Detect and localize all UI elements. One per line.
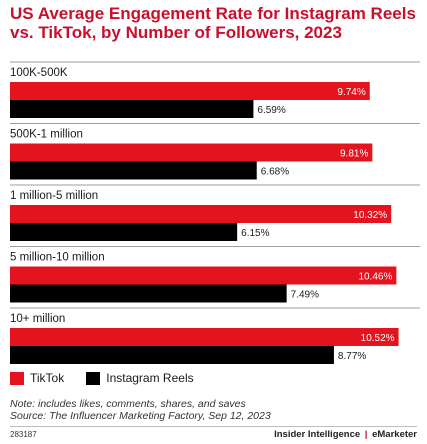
legend-item-tiktok: TikTok [10,371,64,385]
legend-label-tiktok: TikTok [30,371,65,385]
bar-instagram-reels [10,161,257,180]
data-label-tiktok: 9.74% [337,87,365,98]
legend-swatch-instagram-reels [86,371,101,385]
data-label-tiktok: 10.46% [358,272,392,283]
chart-notes: Note: includes likes, comments, shares, … [10,398,271,422]
bar-tiktok [10,328,399,346]
category-label: 5 million-10 million [10,252,105,264]
chart-title: US Average Engagement Rate for Instagram… [10,4,416,42]
brand-separator: | [364,429,368,440]
bar-tiktok [10,143,373,162]
data-label-instagram-reels: 8.77% [338,351,366,362]
category-label: 1 million-5 million [10,190,98,202]
brand-left: Insider Intelligence [274,429,361,440]
chart-id: 283187 [10,430,37,439]
category-label: 100K-500K [10,67,68,79]
bar-tiktok [10,82,370,100]
bar-tiktok [10,205,392,223]
legend-label-instagram-reels: Instagram Reels [106,371,194,385]
bar-instagram-reels [10,284,287,303]
data-label-tiktok: 9.81% [340,149,368,160]
bar-instagram-reels [10,223,238,241]
brand-right: eMarketer [372,429,417,440]
footer-divider [10,426,417,427]
source-text: Source: The Influencer Marketing Factory… [10,410,271,422]
data-label-tiktok: 10.32% [353,210,387,221]
note-text: Note: includes likes, comments, shares, … [10,398,246,410]
category-label: 10+ million [10,313,65,325]
legend-item-instagram-reels: Instagram Reels [86,371,194,385]
data-label-instagram-reels: 6.59% [257,105,285,116]
brand-credit: Insider Intelligence | eMarketer [274,429,417,440]
data-label-tiktok: 10.52% [361,333,395,344]
data-label-instagram-reels: 6.68% [261,167,289,178]
legend-swatch-tiktok [10,371,24,385]
data-label-instagram-reels: 6.15% [241,228,269,239]
chart-legend: TikTok Instagram Reels [10,371,216,385]
bar-instagram-reels [10,100,254,118]
bar-chart: 100K-500K 9.74% 6.59% 500K-1 million 9.81% 6.… [10,61,420,364]
data-label-instagram-reels: 7.49% [291,290,319,301]
bar-instagram-reels [10,346,334,364]
category-label: 500K-1 million [10,129,83,141]
bar-tiktok [10,266,397,285]
